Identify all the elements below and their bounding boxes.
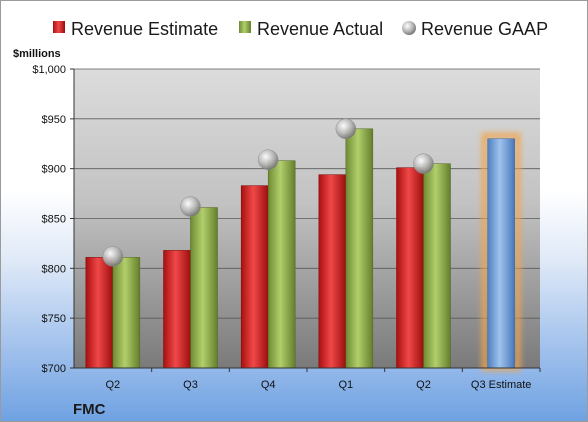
bars bbox=[85, 128, 521, 371]
company-label: FMC bbox=[73, 401, 106, 418]
legend-item-estimate: Revenue Estimate bbox=[53, 19, 218, 39]
marker-revenue-gaap bbox=[257, 149, 279, 170]
bar-revenue-estimate bbox=[85, 257, 114, 369]
y-tick-label: $900 bbox=[42, 164, 66, 176]
bar-revenue-actual bbox=[267, 160, 296, 369]
y-tick-label: $750 bbox=[42, 313, 66, 325]
y-tick-label: $850 bbox=[42, 214, 66, 226]
bar-revenue-actual bbox=[112, 257, 141, 369]
y-tick-label: $950 bbox=[42, 114, 66, 126]
marker-revenue-gaap bbox=[102, 246, 124, 267]
x-tick-label: Q3 Estimate bbox=[471, 379, 532, 391]
bar-revenue-estimate bbox=[240, 185, 269, 369]
y-axis-ticks: $700 $750 $800 $850 $900 $950 $1,000 bbox=[32, 64, 74, 375]
legend-label-gaap: Revenue GAAP bbox=[421, 19, 548, 39]
legend-item-gaap: Revenue GAAP bbox=[402, 19, 548, 39]
y-axis-unit-label: $millions bbox=[13, 48, 61, 60]
x-tick-label: Q1 bbox=[338, 379, 353, 391]
bar-revenue-estimate bbox=[163, 250, 191, 369]
legend-label-actual: Revenue Actual bbox=[257, 19, 383, 39]
legend: Revenue Estimate Revenue Actual Revenue … bbox=[53, 19, 548, 39]
x-tick-label: Q4 bbox=[261, 379, 276, 391]
legend-item-actual: Revenue Actual bbox=[239, 19, 383, 39]
x-tick-label: Q2 bbox=[105, 379, 120, 391]
legend-label-estimate: Revenue Estimate bbox=[71, 19, 218, 39]
y-tick-label: $1,000 bbox=[32, 64, 66, 76]
bar-revenue-estimate-forecast bbox=[487, 138, 515, 369]
bar-revenue-actual bbox=[345, 128, 374, 369]
gaap-markers bbox=[102, 118, 434, 267]
legend-marker-gaap bbox=[402, 21, 416, 35]
marker-revenue-gaap bbox=[180, 196, 201, 217]
marker-revenue-gaap bbox=[413, 153, 434, 174]
bar-revenue-estimate bbox=[396, 167, 424, 369]
y-tick-label: $800 bbox=[42, 263, 66, 275]
legend-swatch-actual bbox=[239, 21, 251, 33]
x-tick-label: Q3 bbox=[183, 379, 198, 391]
y-tick-label: $700 bbox=[42, 363, 66, 375]
bar-revenue-estimate bbox=[318, 174, 347, 369]
bar-revenue-actual bbox=[423, 163, 451, 369]
x-tick-label: Q2 bbox=[416, 379, 431, 391]
bar-revenue-actual bbox=[190, 207, 218, 369]
legend-swatch-estimate bbox=[53, 21, 65, 33]
x-axis-ticks: Q2 Q3 Q4 Q1 Q2 Q3 Estimate bbox=[105, 368, 541, 391]
marker-revenue-gaap bbox=[335, 118, 357, 140]
